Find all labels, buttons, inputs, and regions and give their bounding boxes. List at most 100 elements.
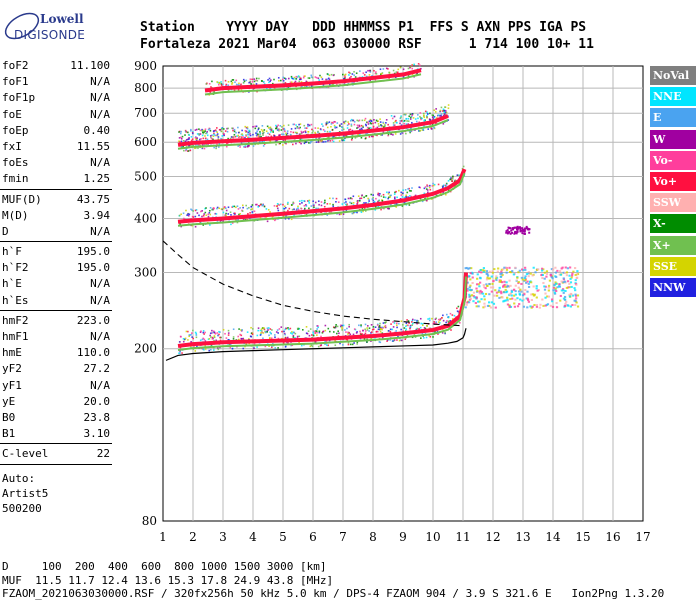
echo-point — [277, 332, 279, 334]
echo-point — [180, 146, 183, 148]
echo-point — [322, 330, 325, 333]
echo-point — [216, 133, 219, 135]
echo-point — [448, 320, 450, 322]
echo-point — [255, 203, 257, 206]
echo-point — [322, 141, 325, 143]
echo-point — [432, 336, 434, 338]
echo-point — [353, 121, 356, 123]
echo-point — [256, 132, 258, 135]
spread-f-point — [494, 306, 497, 309]
echo-point — [374, 209, 377, 211]
spread-f-point — [574, 294, 578, 297]
echo-point — [320, 140, 323, 142]
echo-point — [409, 131, 411, 133]
spread-f-point — [543, 271, 546, 274]
spread-f-point — [488, 270, 491, 273]
echo-point — [298, 200, 301, 202]
echo-point — [209, 213, 212, 216]
echo-point — [439, 192, 442, 195]
spread-f-point — [513, 226, 516, 229]
echo-point — [308, 142, 310, 144]
echo-point — [205, 207, 207, 209]
echo-point — [426, 324, 428, 327]
echo-point — [324, 329, 327, 332]
echo-point — [342, 324, 345, 327]
echo-point — [361, 333, 364, 335]
echo-point — [338, 213, 341, 216]
echo-point — [387, 197, 389, 200]
echo-point — [358, 124, 361, 127]
spread-f-point — [517, 282, 520, 285]
spread-f-point — [521, 227, 524, 230]
echo-point — [213, 331, 216, 334]
echo-point — [289, 327, 292, 330]
echo-point — [242, 218, 245, 221]
echo-point — [244, 218, 247, 221]
echo-point — [185, 330, 188, 333]
echo-point — [364, 210, 367, 212]
x-trace-line — [177, 276, 467, 351]
spread-f-point — [545, 275, 548, 278]
echo-point — [268, 345, 270, 347]
echo-point — [378, 194, 381, 197]
legend-item-e: E — [650, 108, 696, 128]
echo-point — [442, 184, 445, 187]
echo-point — [335, 200, 337, 203]
param-value: 223.0 — [76, 313, 110, 327]
echo-point — [409, 195, 411, 197]
echo-point — [395, 324, 398, 327]
echo-point — [296, 76, 299, 78]
spread-f-point — [466, 301, 469, 304]
spread-f-point — [572, 270, 575, 273]
echo-point — [364, 323, 367, 326]
echo-point — [295, 142, 297, 145]
echo-point — [226, 127, 228, 130]
echo-point — [227, 127, 229, 130]
spread-f-point — [483, 286, 486, 289]
param-row: hmF2 223.0 — [0, 313, 112, 329]
echo-point — [350, 202, 353, 205]
echo-point — [188, 213, 191, 216]
echo-point — [380, 72, 383, 75]
echo-point — [257, 135, 260, 138]
echo-point — [207, 128, 210, 131]
echo-point — [344, 120, 347, 123]
spread-f-point — [521, 278, 524, 281]
spread-f-point — [520, 268, 524, 271]
echo-point — [270, 135, 273, 138]
echo-point — [447, 316, 450, 319]
header-labels: Station YYYY DAY DDD HHMMSS P1 FFS S AXN… — [140, 20, 587, 35]
echo-point — [241, 210, 244, 212]
echo-point — [220, 84, 223, 86]
echo-point — [223, 134, 225, 137]
echo-point — [309, 345, 312, 348]
echo-point — [178, 137, 181, 139]
y-tick-label: 200 — [134, 342, 157, 356]
echo-point — [219, 220, 222, 222]
spread-f-point — [524, 266, 527, 269]
spread-f-point — [503, 280, 506, 283]
echo-point — [213, 349, 215, 351]
spread-f-point — [533, 304, 536, 307]
echo-point — [445, 183, 448, 186]
echo-point — [352, 333, 355, 336]
echo-point — [293, 214, 295, 216]
echo-point — [399, 133, 402, 135]
echo-point — [341, 329, 343, 331]
spread-f-point — [514, 284, 517, 287]
echo-point — [248, 132, 251, 134]
echo-point — [442, 123, 445, 125]
echo-point — [187, 138, 189, 141]
echo-point — [209, 348, 212, 351]
echo-point — [265, 135, 267, 138]
echo-point — [211, 332, 213, 334]
spread-f-point — [539, 303, 542, 306]
spread-f-point — [549, 274, 553, 277]
echo-point — [257, 127, 260, 130]
echo-point — [405, 123, 408, 125]
spread-f-point — [544, 285, 547, 288]
echo-point — [372, 326, 375, 328]
spread-f-point — [464, 306, 467, 309]
echo-point — [290, 332, 292, 334]
echo-point — [352, 202, 355, 204]
